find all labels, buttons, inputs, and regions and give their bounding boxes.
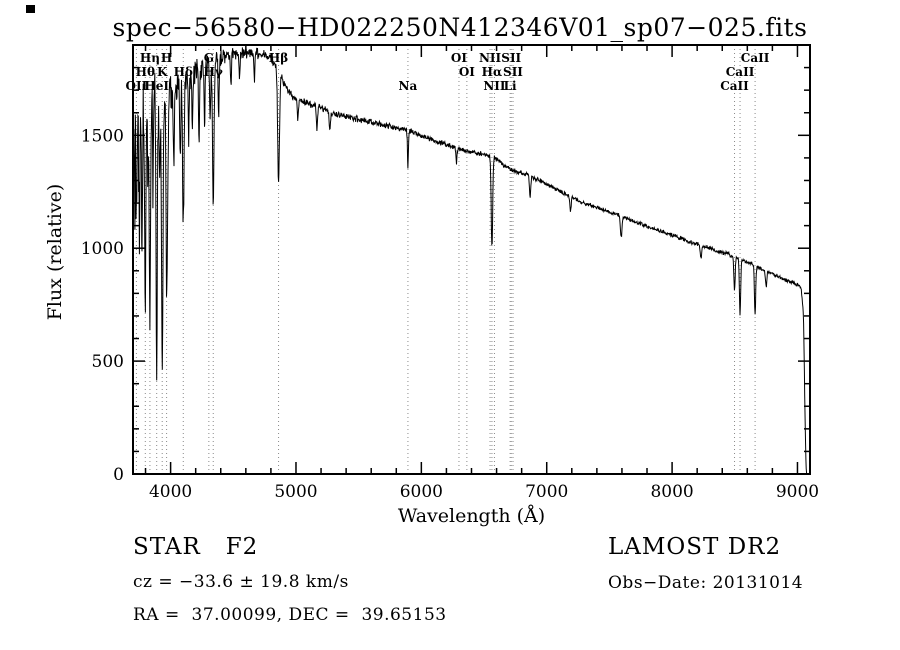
plot-frame (132, 44, 811, 475)
corner-artifact-mark (26, 5, 35, 13)
observation-date: Obs−Date: 20131014 (608, 573, 804, 593)
y-tick-label: 1000 (81, 239, 124, 259)
marker-label: K (157, 65, 168, 79)
y-tick-label: 0 (113, 465, 124, 485)
marker-label: NII (483, 79, 506, 93)
radial-velocity-value: cz = −33.6 ± 19.8 km/s (133, 572, 349, 592)
x-tick-label: 7000 (525, 482, 568, 502)
y-tick-label: 500 (92, 352, 124, 372)
marker-label: Hα (482, 65, 503, 79)
x-tick-label: 6000 (400, 482, 443, 502)
marker-label: CaII (720, 79, 749, 93)
marker-label: SII (503, 65, 523, 79)
x-tick-label: 5000 (274, 482, 317, 502)
marker-label: CaII (741, 51, 770, 65)
marker-label: SII (501, 51, 521, 65)
y-tick-label: 1500 (81, 126, 124, 146)
marker-label: Hη (140, 51, 160, 65)
marker-label: OII (126, 79, 148, 93)
survey-release: LAMOST DR2 (608, 534, 782, 560)
ra-dec-coordinates: RA = 37.00099, DEC = 39.65153 (133, 605, 447, 625)
marker-label: NII (479, 51, 502, 65)
plot-title: spec−56580−HD022250N412346V01_sp07−025.f… (112, 13, 808, 42)
marker-label: Li (504, 79, 517, 93)
marker-label: HeI (144, 79, 169, 93)
marker-label: OI (459, 65, 475, 79)
x-tick-label: 9000 (776, 482, 819, 502)
marker-label: H (161, 51, 172, 65)
object-classification: STAR F2 (133, 534, 259, 560)
marker-label: Hθ (136, 65, 155, 79)
marker-label: CaII (726, 65, 755, 79)
marker-label: Na (399, 79, 418, 93)
y-axis-label: Flux (relative) (44, 183, 66, 321)
spectrum-line (132, 47, 808, 474)
marker-label: OI (451, 51, 467, 65)
x-axis-label: Wavelength (Å) (397, 505, 546, 527)
x-tick-label: 8000 (650, 482, 693, 502)
x-tick-label: 4000 (149, 482, 192, 502)
